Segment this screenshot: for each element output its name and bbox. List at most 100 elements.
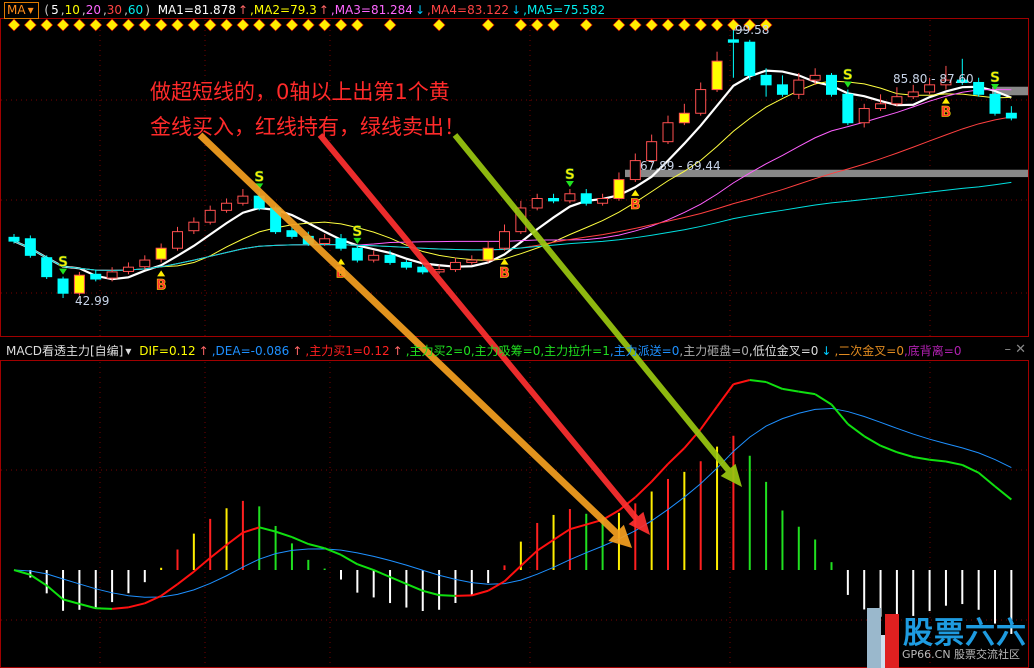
- macd-value-1: ,DEA=-0.086: [211, 344, 290, 358]
- dif-line-segment: [176, 570, 195, 585]
- candle: [73, 271, 85, 296]
- watermark-site: GP66.CN 股票交流社区: [902, 648, 1021, 661]
- candle: [122, 262, 134, 275]
- candle: [24, 235, 36, 258]
- signal-diamond: [252, 18, 266, 32]
- candle-body: [809, 74, 821, 81]
- dif-line-segment: [798, 390, 816, 396]
- dif-line-segment: [112, 606, 129, 610]
- candle: [90, 269, 102, 282]
- dif-line-segment: [699, 405, 718, 430]
- candle-body: [776, 84, 788, 95]
- macd-value-10: ,底背离=0: [903, 344, 962, 358]
- dif-line-segment: [422, 589, 440, 597]
- signal-diamond: [612, 18, 626, 32]
- candle-body: [106, 271, 118, 279]
- signal-diamond: [743, 18, 757, 32]
- signal-diamond: [710, 18, 724, 32]
- arrow-down-icon: ↓: [511, 3, 522, 17]
- candle: [41, 255, 53, 280]
- signal-diamond: [220, 18, 233, 32]
- candle: [548, 193, 560, 204]
- candle: [842, 89, 854, 126]
- signal-diamond: [579, 18, 593, 32]
- signal-diamond: [514, 18, 528, 32]
- candle: [613, 172, 625, 201]
- candle: [826, 73, 837, 97]
- macd-value-3: ,主力买2=0: [405, 344, 471, 358]
- dif-line-segment: [406, 583, 424, 592]
- arrow-up-icon: [941, 97, 950, 104]
- candle-body: [727, 39, 739, 43]
- arrow-down-icon: [565, 181, 574, 188]
- candle: [499, 224, 510, 251]
- signal-diamond: [530, 18, 544, 32]
- candle-body: [155, 247, 167, 260]
- signal-diamond: [334, 18, 348, 32]
- dif-line-segment: [863, 435, 882, 447]
- sell-signal-label: S: [58, 255, 68, 271]
- chevron-down-icon: ▾: [125, 344, 132, 358]
- macd-value-6: ,主力派送=0: [609, 344, 680, 358]
- param-30: 30: [106, 3, 123, 17]
- macd-value-4: ,主力吸筹=0: [470, 344, 541, 358]
- candle-body: [384, 254, 396, 263]
- logo-bar: [885, 614, 899, 668]
- macd-value-5: ,主力拉升=1: [540, 344, 610, 358]
- dif-line-segment: [978, 472, 996, 488]
- candle: [793, 73, 805, 100]
- candle-body: [221, 202, 233, 211]
- ma-value-4: ,MA4=83.122: [427, 3, 510, 17]
- candle: [57, 276, 69, 298]
- dif-line-segment: [503, 565, 522, 583]
- sell-signal-label: S: [843, 68, 853, 84]
- candle-body: [826, 74, 837, 95]
- signal-diamond: [432, 18, 446, 32]
- candle-body: [662, 122, 674, 143]
- macd-indicator-dropdown[interactable]: MACD看透主力[自编] ▾: [6, 344, 133, 358]
- signal-diamond: [122, 18, 135, 32]
- candle-body: [466, 259, 478, 263]
- ma-indicator-dropdown[interactable]: MA ▾: [4, 2, 39, 19]
- dif-line-segment: [308, 543, 325, 550]
- arrow-up-icon: ↑: [237, 3, 249, 17]
- candle-body: [204, 209, 216, 223]
- annotation-line-2: 金线买入，红线持有，绿线卖出！: [150, 115, 465, 139]
- candle-body: [891, 96, 903, 105]
- candle: [172, 226, 183, 251]
- candle-body: [73, 274, 85, 294]
- candle: [155, 243, 167, 263]
- dif-line-segment: [569, 523, 587, 531]
- macd-value-7: ,主力砸盘=0: [679, 344, 749, 358]
- dif-line-segment: [357, 563, 375, 571]
- candle: [776, 75, 788, 97]
- signal-diamond: [285, 18, 299, 32]
- arrow-down-icon: [991, 83, 999, 90]
- candle-body: [449, 261, 461, 271]
- candle: [727, 30, 739, 78]
- dif-line-segment: [782, 387, 799, 393]
- red-arrow: [317, 133, 650, 535]
- dif-line-segment: [814, 393, 833, 406]
- signal-diamond: [89, 18, 103, 32]
- candle: [204, 205, 216, 225]
- signal-diamond: [350, 18, 364, 32]
- macd-value-0: DIF=0.12: [139, 344, 196, 358]
- candle: [1005, 106, 1017, 121]
- price-zone-band: [992, 86, 1028, 96]
- candle-body: [188, 221, 200, 232]
- dif-line-segment: [209, 544, 228, 559]
- ma-header: MA ▾ (5,10,20,30,60) MA1=81.878 ↑ ,MA2=79.3…: [0, 1, 609, 19]
- candle: [924, 77, 936, 95]
- candle-body: [973, 81, 985, 95]
- close-button[interactable]: ✕: [1015, 342, 1026, 357]
- minimize-button[interactable]: –: [1004, 342, 1011, 357]
- arrow-down-icon: ↓: [821, 344, 832, 358]
- green-arrow: [452, 133, 742, 487]
- dif-line-segment: [225, 531, 244, 546]
- dif-line-segment: [29, 573, 48, 587]
- candle: [940, 65, 952, 90]
- candle-body: [286, 230, 298, 237]
- dif-line-segment: [193, 557, 211, 573]
